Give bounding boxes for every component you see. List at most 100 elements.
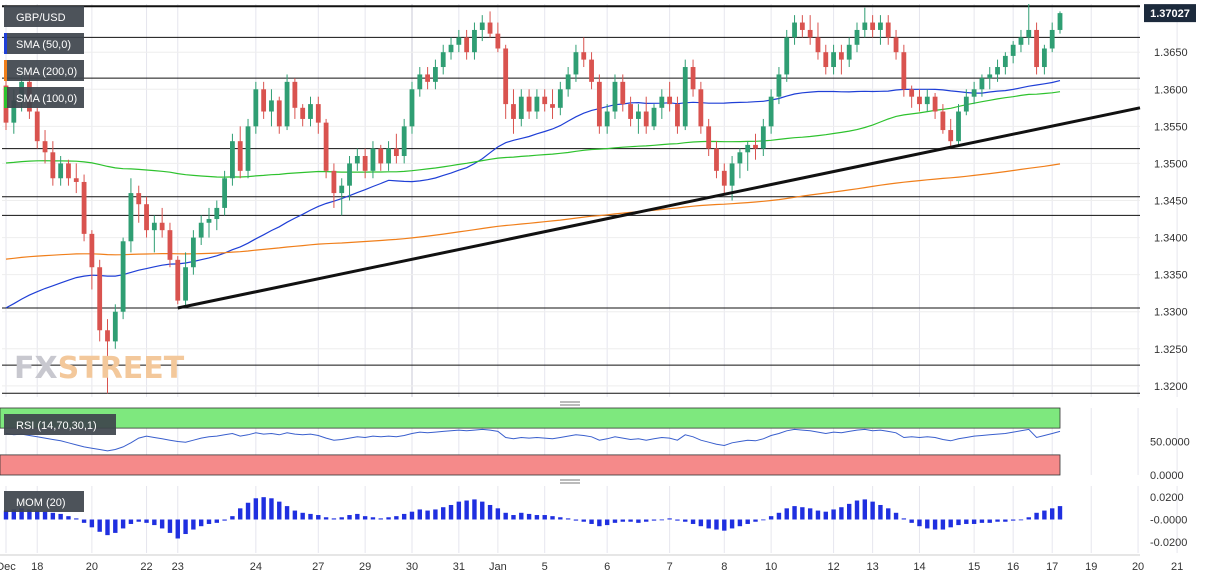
mom-bar	[11, 509, 17, 520]
candle-body	[323, 122, 329, 171]
candle-body	[878, 22, 883, 30]
mom-bar	[136, 519, 141, 522]
mom-bar	[878, 504, 883, 520]
mom-bar	[862, 499, 868, 520]
candle-body	[706, 126, 712, 149]
x-tick-label: 21	[1171, 561, 1183, 573]
candle-body	[136, 193, 142, 205]
mom-bar	[815, 510, 821, 520]
mom-tick-label: 0.0200	[1150, 492, 1184, 504]
mom-bar	[417, 509, 422, 520]
candle-body	[729, 163, 735, 186]
mom-bar	[886, 508, 891, 520]
candle-body	[659, 96, 665, 108]
mom-bar	[409, 511, 415, 520]
mom-bar	[269, 498, 274, 520]
candle-body	[42, 141, 48, 153]
candle-body	[963, 96, 969, 112]
mom-bar	[1026, 517, 1031, 520]
mom-bar	[675, 519, 680, 521]
candle-body	[596, 81, 602, 127]
last-price-text: 1.37027	[1150, 8, 1190, 20]
mom-bar	[495, 508, 501, 520]
candle-body	[893, 37, 899, 53]
mom-bar	[776, 512, 782, 520]
mom-bar	[807, 508, 813, 520]
mom-bar	[745, 519, 750, 524]
mom-bar	[800, 507, 805, 520]
candle-body	[1010, 44, 1016, 56]
mom-bar	[74, 518, 79, 520]
mom-bar	[1003, 519, 1008, 522]
x-tick-label: 5	[542, 561, 548, 573]
candle-body	[628, 104, 633, 119]
mom-bar	[784, 508, 789, 520]
x-tick-label: 29	[359, 561, 371, 573]
rsi-legend-label: RSI (14,70,30,1)	[16, 420, 97, 432]
mom-bar	[19, 508, 24, 520]
mom-bar	[487, 504, 493, 520]
candle-body	[667, 96, 673, 105]
legend-box	[4, 6, 84, 27]
y-tick-label: 1.3450	[1154, 196, 1188, 208]
mom-bar	[831, 509, 836, 520]
x-tick-label: Jan	[489, 561, 507, 573]
mom-bar	[113, 519, 118, 533]
x-tick-label: 13	[866, 561, 878, 573]
candle-body	[198, 222, 204, 238]
mom-bar	[355, 513, 360, 520]
mom-bar	[97, 519, 102, 532]
mom-bar	[401, 513, 407, 520]
candle-body	[222, 178, 228, 208]
mom-bar	[238, 508, 243, 520]
candle-body	[542, 96, 548, 105]
candle-body	[81, 181, 87, 234]
x-tick-label: 7	[667, 561, 673, 573]
mom-bar	[316, 515, 321, 520]
mom-bar	[253, 498, 259, 520]
mom-bar	[956, 519, 961, 526]
candle-body	[682, 67, 688, 127]
mom-bar	[175, 519, 180, 539]
candle-body	[643, 111, 649, 127]
candle-body	[550, 104, 555, 108]
mom-bar	[378, 518, 383, 520]
mom-bar	[534, 515, 540, 520]
candle-body	[589, 59, 594, 82]
candle-body	[464, 37, 470, 53]
mom-bar	[167, 519, 173, 533]
candle-body	[636, 111, 641, 119]
candle-body	[1034, 29, 1039, 68]
candle-body	[721, 170, 727, 186]
candle-body	[292, 81, 298, 108]
mom-bar	[604, 519, 610, 526]
mom-bar	[339, 517, 344, 520]
mom-bar	[284, 506, 290, 520]
candle-body	[1002, 55, 1008, 68]
candle-body	[690, 67, 696, 90]
mom-bar	[464, 500, 469, 520]
sma-line-200	[5, 163, 1061, 260]
mom-bar	[768, 516, 774, 520]
candle-body	[792, 22, 797, 38]
candle-body	[50, 152, 56, 179]
candle-body	[745, 144, 751, 153]
mom-bar	[277, 501, 282, 520]
candle-body	[823, 52, 829, 68]
candle-body	[987, 74, 993, 79]
candle-body	[573, 52, 579, 75]
y-tick-label: 1.3200	[1154, 381, 1188, 393]
x-tick-label: 22	[140, 561, 152, 573]
legend-label: GBP/USD	[16, 12, 66, 24]
candle-body	[557, 89, 563, 108]
candle-body	[269, 100, 274, 112]
candle-body	[831, 52, 836, 68]
x-tick-label: 8	[721, 561, 727, 573]
mom-bar	[1018, 519, 1024, 521]
mom-bar	[120, 519, 126, 529]
candle-body	[339, 185, 345, 194]
mom-bar	[370, 517, 376, 520]
mom-bar	[261, 497, 266, 520]
x-tick-label: 31	[453, 561, 465, 573]
